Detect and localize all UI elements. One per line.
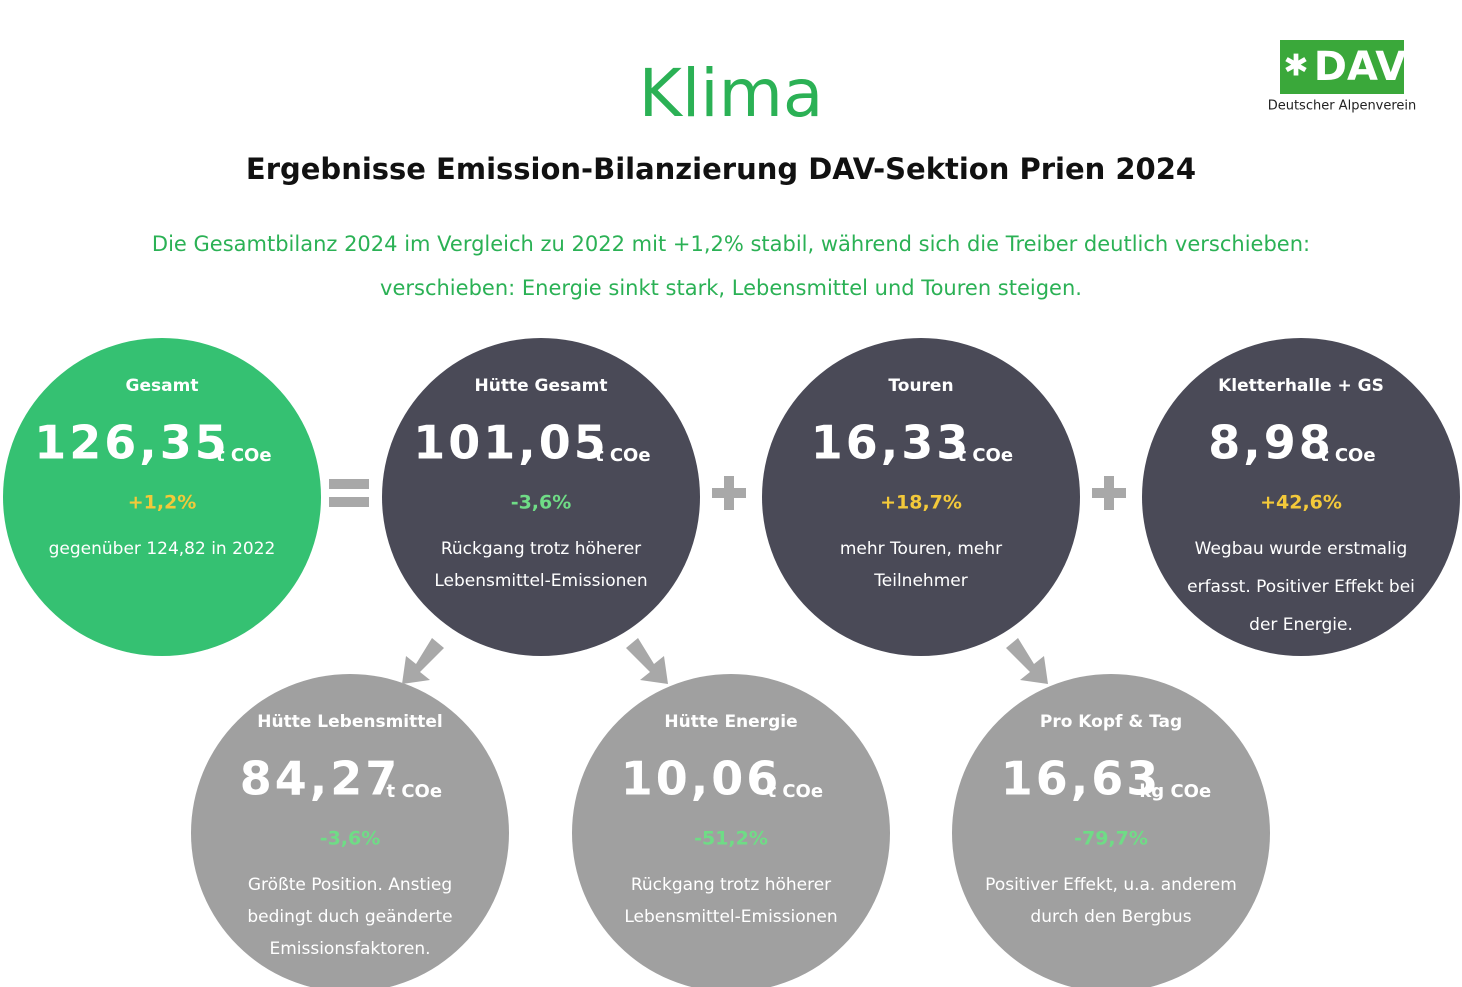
card-text: der Energie. [1249, 615, 1353, 635]
arrow [1006, 638, 1048, 684]
arrow [402, 638, 444, 684]
circle [1142, 338, 1460, 656]
card-text: erfasst. Positiver Effekt bei [1187, 577, 1415, 597]
card-value: 8,98 [1208, 416, 1334, 470]
circle-card: Hütte Energie 10,06t COe -51,2% Rückgang tr… [572, 674, 890, 987]
circle [572, 674, 890, 987]
card-value: 126,35 [34, 416, 230, 470]
arrow [626, 638, 668, 684]
card-change: +42,6% [1260, 492, 1342, 514]
logo-star: ✱ [1283, 49, 1308, 84]
title: Klima [639, 55, 824, 132]
intro-line: Die Gesamtbilanz 2024 im Vergleich zu 20… [152, 232, 1310, 256]
card-change: -79,7% [1074, 828, 1148, 850]
logo: ✱ DAV Deutscher Alpenverein [1268, 40, 1417, 114]
circle [952, 674, 1270, 987]
circle [3, 338, 321, 656]
circle-card: Hütte Lebensmittel 84,27t COe -3,6% Größte … [191, 674, 509, 987]
circle-card: Gesamt 126,35t COe +1,2% gegenüber 124,82 i… [3, 338, 321, 656]
card-change: +18,7% [880, 492, 962, 514]
card-unit: t COe [216, 445, 272, 466]
card-text: Lebensmittel-Emissionen [624, 907, 837, 927]
logo-box [1280, 40, 1404, 94]
card-value: 84,27 [240, 752, 401, 806]
card-text: Rückgang trotz höherer [631, 875, 831, 895]
card-title: Hütte Lebensmittel [257, 712, 442, 732]
card-title: Hütte Gesamt [475, 376, 608, 396]
circle [382, 338, 700, 656]
card-value: 10,06 [621, 752, 782, 806]
card-text: Positiver Effekt, u.a. anderem [985, 875, 1237, 895]
card-change: -51,2% [694, 828, 768, 850]
card-title: Touren [888, 376, 953, 396]
equals-bar [329, 479, 369, 489]
card-title: Kletterhalle + GS [1218, 376, 1384, 396]
card-value: 16,63 [1001, 752, 1162, 806]
operators [329, 476, 1126, 510]
circle [762, 338, 1080, 656]
circle [191, 674, 509, 987]
card-text: durch den Bergbus [1030, 907, 1191, 927]
logo-name: Deutscher Alpenverein [1268, 99, 1417, 114]
equals-bar [329, 497, 369, 507]
card-text: gegenüber 124,82 in 2022 [49, 539, 276, 559]
card-title: Hütte Energie [664, 712, 797, 732]
card-title: Gesamt [126, 376, 199, 396]
logo-mark: DAV [1314, 44, 1406, 90]
card-value: 16,33 [811, 416, 972, 470]
card-unit: t COe [957, 445, 1013, 466]
card-text: Teilnehmer [873, 571, 967, 591]
card-unit: t COe [1320, 445, 1376, 466]
arrows [402, 638, 1048, 684]
card-text: Rückgang trotz höherer [441, 539, 641, 559]
card-unit: t COe [386, 781, 442, 802]
card-text: Lebensmittel-Emissionen [434, 571, 647, 591]
card-unit: kg COe [1139, 781, 1211, 802]
card-text: Größte Position. Anstieg [248, 875, 452, 895]
plus-v [724, 476, 734, 510]
card-unit: t COe [595, 445, 651, 466]
card-title: Pro Kopf & Tag [1040, 712, 1182, 732]
circle-card: Touren 16,33t COe +18,7% mehr Touren, mehr T… [762, 338, 1080, 656]
card-text: Wegbau wurde erstmalig [1195, 539, 1408, 559]
plus-v [1104, 476, 1114, 510]
intro-line: verschieben: Energie sinkt stark, Lebens… [380, 276, 1082, 300]
card-text: bedingt duch geänderte [247, 907, 452, 927]
subtitle: Ergebnisse Emission-Bilanzierung DAV-Sek… [246, 152, 1196, 186]
circle-card: Hütte Gesamt 101,05t COe -3,6% Rückgang tro… [382, 338, 700, 656]
card-unit: t COe [767, 781, 823, 802]
circle-card: Kletterhalle + GS 8,98t COe +42,6% Wegbau w… [1142, 338, 1460, 656]
card-text: mehr Touren, mehr [840, 539, 1002, 559]
card-value: 101,05 [413, 416, 609, 470]
card-change: +1,2% [128, 492, 197, 514]
card-change: -3,6% [320, 828, 381, 850]
card-change: -3,6% [511, 492, 572, 514]
card-text: Emissionsfaktoren. [269, 939, 430, 959]
